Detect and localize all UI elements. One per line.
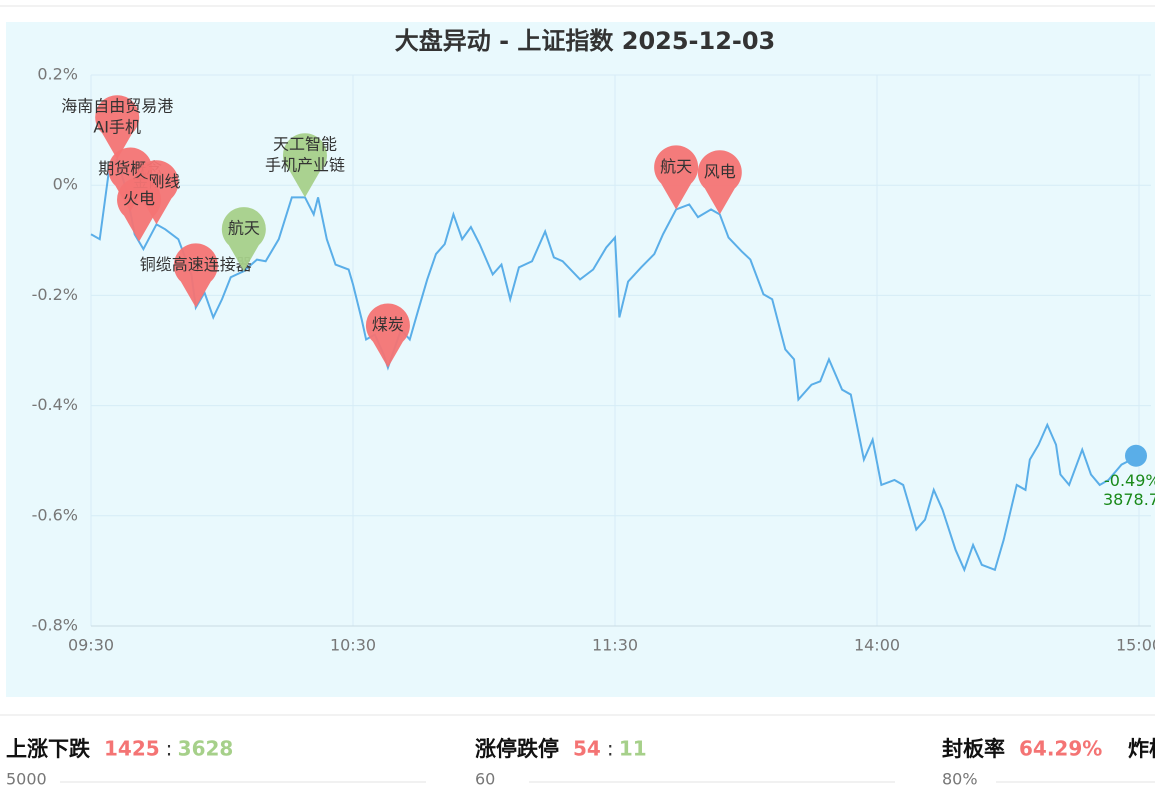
mini-axis-label: 5000	[6, 770, 47, 787]
close-dot	[1125, 444, 1147, 467]
chart-bg	[6, 22, 1155, 697]
stat-down: 3628	[178, 737, 234, 761]
y-tick-label: -0.8%	[32, 616, 78, 635]
event-label: 风电	[704, 162, 736, 181]
x-tick-label: 09:30	[68, 636, 114, 655]
y-tick-label: -0.4%	[32, 395, 78, 414]
event-pin	[282, 133, 327, 198]
separator: :	[166, 737, 173, 761]
stat-down: 11	[619, 737, 647, 761]
stat-title: 涨停跌停	[475, 737, 559, 761]
y-tick-label: -0.2%	[32, 285, 78, 304]
mini-axis-label: 60	[475, 770, 495, 787]
x-tick-label: 11:30	[592, 636, 638, 655]
x-tick-label: 15:00	[1116, 636, 1155, 655]
event-label: 煤炭	[372, 315, 404, 334]
x-tick-label: 10:30	[330, 636, 376, 655]
stat-title: 炸板	[1128, 737, 1155, 761]
event-pin	[117, 177, 162, 242]
stat-up: 54	[573, 737, 601, 761]
close-price: 3878.7	[1103, 490, 1155, 509]
stat-up: 64.29%	[1019, 737, 1102, 761]
event-pin	[173, 243, 218, 308]
price-line	[90, 156, 1140, 573]
event-pin	[221, 207, 266, 272]
event-label: 手机产业链	[265, 155, 345, 174]
event-label: AI手机	[93, 117, 141, 136]
event-label: 航天	[228, 219, 260, 238]
stat-title: 上涨下跌	[6, 737, 91, 761]
event-pin	[697, 150, 742, 215]
event-pin	[654, 145, 699, 210]
event-pin	[365, 303, 410, 368]
x-tick-label: 14:00	[854, 636, 900, 655]
event-label: 铜缆高速连接器	[140, 255, 252, 274]
y-tick-label: -0.6%	[32, 505, 78, 524]
event-label: 海南自由贸易港	[61, 96, 173, 115]
chart-title: 大盘异动 - 上证指数 2025-12-03	[395, 27, 776, 55]
event-pin	[95, 95, 140, 160]
separator: :	[607, 737, 614, 761]
close-change: -0.49%	[1104, 471, 1155, 490]
event-label: 航天	[660, 157, 692, 176]
mini-axis-label: 80%	[942, 770, 978, 787]
event-label: 天工智能	[273, 134, 337, 153]
stat-up: 1425	[104, 737, 160, 761]
y-tick-label: 0%	[53, 175, 78, 194]
stat-title: 封板率	[942, 737, 1005, 761]
event-label: 火电	[123, 189, 155, 208]
y-tick-label: 0.2%	[37, 65, 78, 84]
